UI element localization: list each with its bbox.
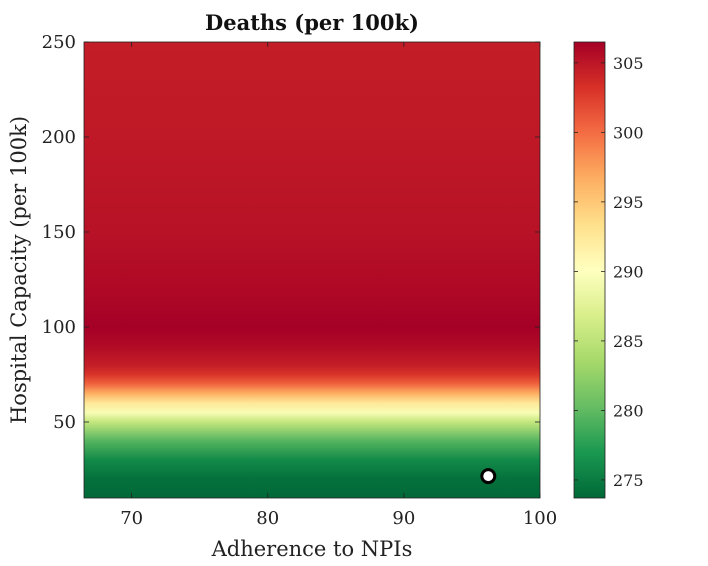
colorbar-tick-label: 295 — [613, 193, 644, 212]
y-tick-label: 150 — [42, 222, 76, 243]
colorbar-tick-label: 290 — [613, 262, 644, 281]
y-tick-label: 200 — [42, 127, 76, 148]
x-tick-label: 70 — [120, 508, 143, 529]
y-axis-label: Hospital Capacity (per 100k) — [7, 116, 31, 424]
colorbar-tick-label: 285 — [613, 332, 644, 351]
y-tick-label: 50 — [53, 412, 76, 433]
colorbar-tick-label: 280 — [613, 401, 644, 420]
colorbar-tick-label: 305 — [613, 54, 644, 73]
x-tick-label: 100 — [523, 508, 557, 529]
colorbar-tick-label: 275 — [613, 471, 644, 490]
y-axis-ticks: 50 100 150 200 250 — [42, 32, 540, 433]
colorbar — [573, 41, 606, 499]
y-tick-label: 100 — [42, 317, 76, 338]
chart-title: Deaths (per 100k) — [205, 10, 419, 35]
heatmap-area — [83, 41, 541, 499]
x-tick-label: 90 — [392, 508, 415, 529]
current-scenario-marker — [480, 468, 497, 485]
x-tick-label: 80 — [256, 508, 279, 529]
x-axis-ticks: 70 80 90 100 — [120, 42, 557, 529]
colorbar-tick-label: 300 — [613, 123, 644, 142]
x-axis-label: Adherence to NPIs — [211, 537, 413, 561]
y-tick-label: 250 — [42, 32, 76, 53]
colorbar-ticks: 275 280 285 290 295 300 305 — [574, 54, 644, 490]
